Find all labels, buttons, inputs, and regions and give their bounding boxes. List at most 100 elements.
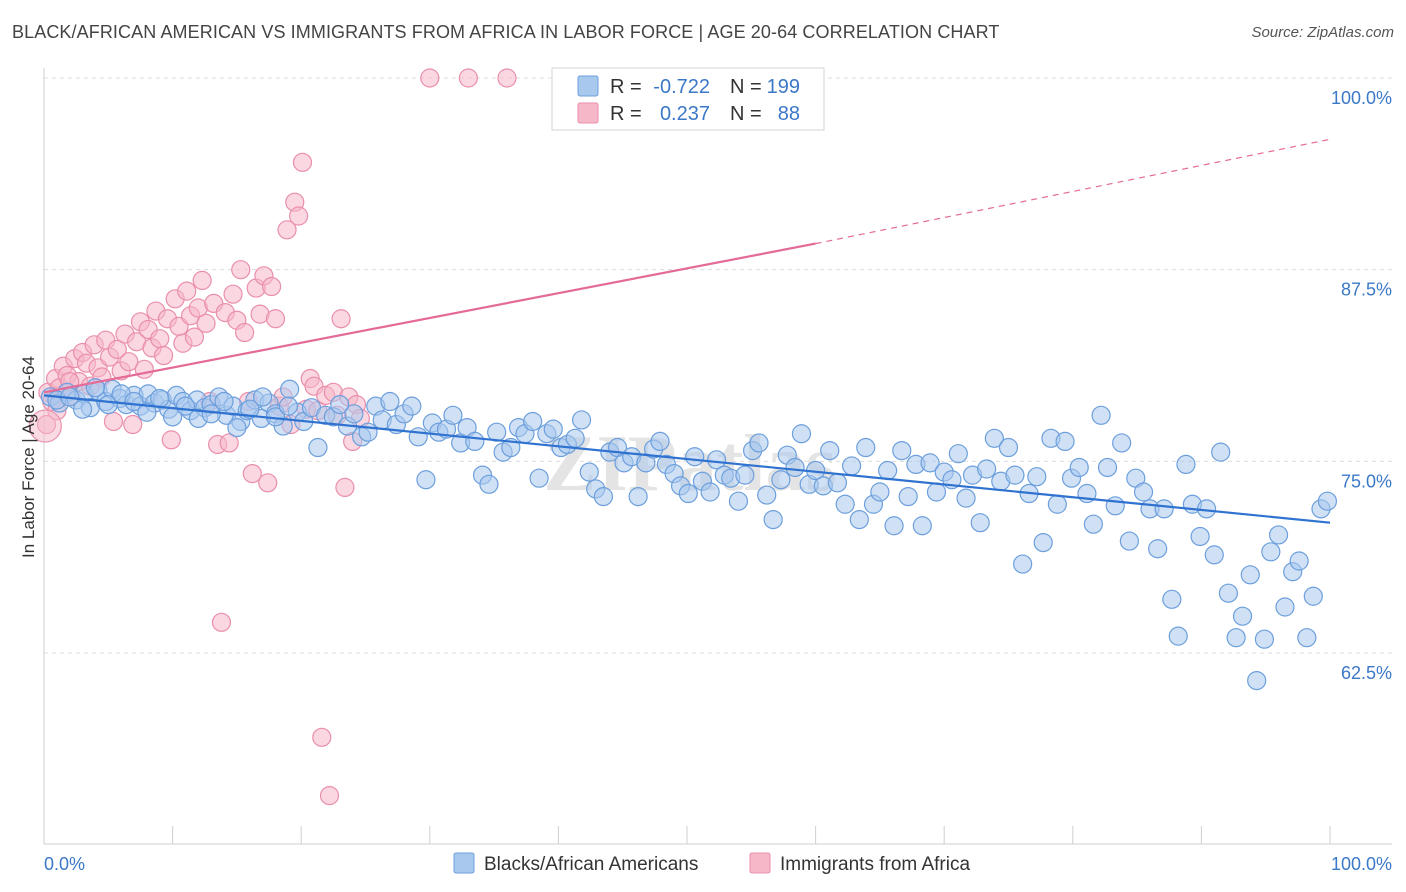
trend-line-blue	[43, 394, 1331, 524]
blue-point-111	[835, 494, 855, 514]
blue-point-119	[892, 441, 912, 461]
pink-point-29	[150, 329, 170, 349]
blue-point-157	[1162, 589, 1182, 609]
blue-point-196	[253, 387, 273, 407]
blue-point-150	[1112, 433, 1132, 453]
blue-point-122	[912, 516, 932, 536]
legend-n-value-pink: 88	[778, 103, 800, 125]
blue-point-52	[416, 470, 436, 490]
blue-point-116	[870, 482, 890, 502]
blue-point-74	[571, 410, 592, 430]
legend-n-label-pink: N =	[730, 103, 762, 125]
pink-point-36	[177, 281, 197, 301]
pink-point-41	[196, 313, 216, 333]
blue-point-182	[72, 399, 93, 419]
blue-point-167	[1232, 606, 1253, 626]
pink-point-45	[211, 612, 232, 632]
blue-point-102	[771, 470, 791, 490]
pink-point-73	[319, 785, 340, 806]
blue-point-37	[308, 437, 328, 458]
blue-point-142	[1055, 431, 1075, 451]
blue-point-120	[898, 487, 918, 507]
blue-point-100	[757, 485, 777, 505]
blue-point-114	[856, 437, 876, 458]
blue-point-77	[593, 487, 614, 507]
x-tick-label-min: 0.0%	[44, 854, 85, 874]
blue-point-177	[1303, 586, 1323, 606]
bottom-legend-swatch-pink	[749, 852, 771, 874]
blue-point-170	[1254, 629, 1275, 649]
trend-lines	[43, 138, 1331, 524]
blue-point-168	[1240, 565, 1260, 585]
pink-point-32	[161, 430, 181, 450]
blacks-african-americans-points	[40, 378, 1338, 691]
blue-point-85	[650, 431, 670, 451]
blue-point-194	[227, 418, 247, 438]
trend-line-pink	[43, 242, 816, 394]
blue-point-147	[1091, 405, 1111, 425]
blue-point-172	[1268, 525, 1289, 545]
pink-point-30	[153, 345, 174, 366]
pink-point-48	[223, 284, 243, 304]
blue-point-144	[1069, 457, 1089, 478]
blue-point-176	[1297, 628, 1317, 648]
blue-point-70	[543, 419, 563, 439]
blue-point-153	[1133, 482, 1154, 502]
blue-point-61	[479, 474, 499, 494]
blue-point-124	[926, 482, 947, 502]
blue-point-75	[579, 462, 599, 482]
bottom-legend-swatch-blue	[453, 852, 475, 874]
y-tick-label-3: 100.0%	[1331, 88, 1392, 108]
pink-point-59	[265, 309, 286, 329]
pink-point-17	[103, 411, 124, 432]
pink-point-38	[184, 327, 205, 347]
blue-point-131	[977, 459, 997, 479]
blue-point-179	[1317, 491, 1338, 511]
blue-point-105	[791, 424, 812, 444]
blue-point-186	[124, 391, 144, 412]
blue-point-156	[1154, 499, 1174, 519]
bottom-legend-label-blue: Blacks/African Americans	[484, 854, 698, 875]
blue-point-138	[1027, 467, 1047, 487]
bottom-legend: Blacks/African Americans Immigrants from…	[453, 852, 970, 875]
blue-point-187	[137, 402, 157, 422]
blue-point-51	[408, 427, 428, 447]
blue-point-175	[1289, 551, 1309, 571]
pink-point-76	[331, 309, 351, 329]
blue-point-135	[1005, 465, 1025, 485]
blue-point-123	[920, 453, 940, 473]
blue-point-198	[278, 396, 298, 416]
pink-point-18	[107, 339, 127, 359]
blue-point-82	[628, 487, 648, 507]
y-axis-title: In Labor Force | Age 20-64	[19, 356, 38, 558]
legend-r-value-pink: 0.237	[660, 103, 710, 125]
blue-point-158	[1168, 626, 1188, 646]
pink-point-47	[219, 433, 239, 453]
pink-point-large	[28, 409, 62, 443]
bottom-legend-label-pink: Immigrants from Africa	[780, 854, 970, 875]
blue-point-68	[529, 468, 549, 488]
blue-point-193	[214, 391, 234, 412]
blue-point-118	[884, 516, 904, 536]
blue-point-149	[1105, 496, 1125, 516]
pink-point-65	[289, 206, 309, 226]
legend-r-label-blue: R =	[610, 76, 642, 98]
blue-point-89	[678, 483, 698, 504]
blue-point-166	[1226, 628, 1246, 648]
pink-point-71	[312, 727, 332, 747]
blue-point-128	[956, 488, 976, 508]
y-tick-label-0: 62.5%	[1341, 663, 1392, 683]
legend-r-value-blue: -0.722	[653, 76, 710, 98]
blue-point-169	[1247, 670, 1267, 691]
pink-point-82	[420, 68, 440, 88]
pink-point-77	[335, 477, 355, 497]
x-tick-label-max: 100.0%	[1331, 854, 1392, 874]
legend: R = -0.722 N = 199 R = 0.237 N = 88	[551, 67, 825, 131]
blue-point-171	[1261, 542, 1281, 562]
blue-point-161	[1190, 526, 1210, 547]
y-tick-labels: 62.5% 75.0% 87.5% 100.0%	[1331, 88, 1392, 683]
pink-point-50	[231, 260, 251, 280]
y-tick-label-1: 75.0%	[1341, 471, 1392, 491]
blue-point-93	[706, 450, 727, 470]
blue-point-33	[280, 379, 300, 399]
